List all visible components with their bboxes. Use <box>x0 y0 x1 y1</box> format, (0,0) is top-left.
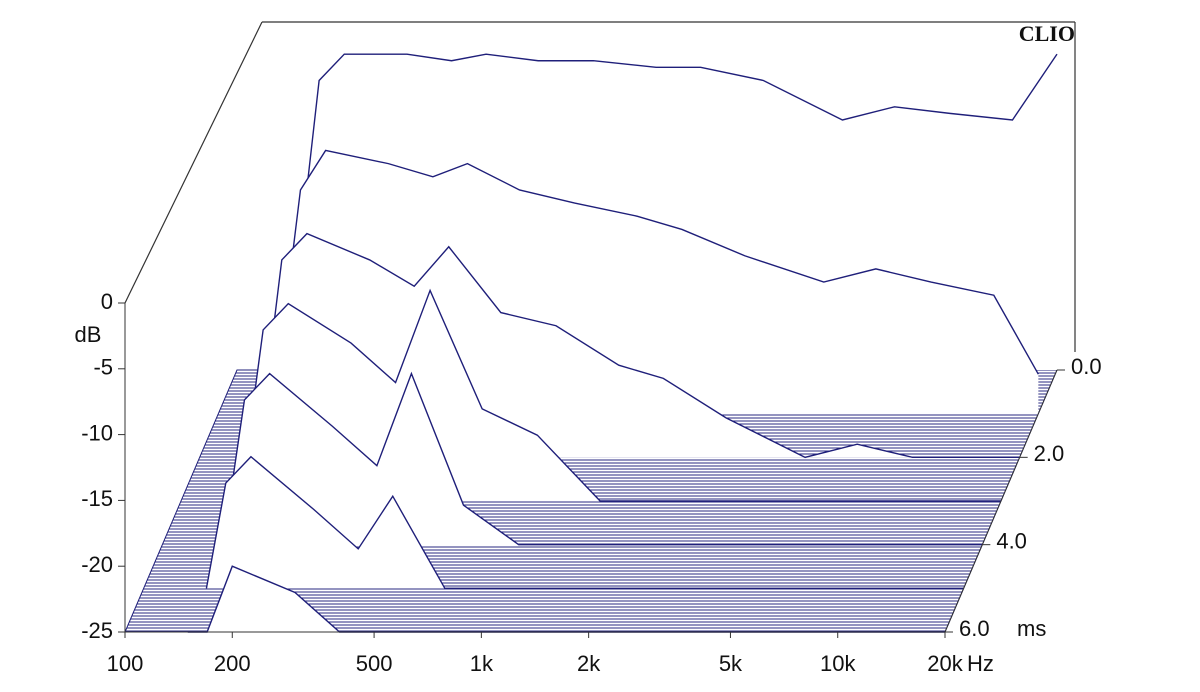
z-axis-label: ms <box>1017 616 1046 641</box>
x-tick-label: 200 <box>214 651 251 676</box>
x-tick-label: 10k <box>820 651 856 676</box>
x-tick-label: 20k <box>927 651 963 676</box>
x-tick-label: 500 <box>356 651 393 676</box>
slice-fill <box>206 456 964 589</box>
slice-line <box>224 371 983 546</box>
z-tick-label: 0.0 <box>1071 354 1102 379</box>
x-tick-label: 1k <box>470 651 494 676</box>
slice-line <box>243 288 1001 502</box>
slice-line <box>261 232 1020 459</box>
y-tick-label: -5 <box>93 355 113 380</box>
z-axis <box>944 369 1058 633</box>
slice-line <box>205 455 964 590</box>
y-tick-label: -15 <box>81 486 113 511</box>
slice-fill <box>225 373 983 545</box>
slice-line <box>280 149 1039 375</box>
watermark: CLIO <box>1019 21 1075 46</box>
y-axis-label: dB <box>75 322 102 347</box>
y-tick-label: -20 <box>81 552 113 577</box>
x-tick-label: 2k <box>577 651 601 676</box>
z-tick-label: 4.0 <box>996 528 1027 553</box>
plot-area <box>124 53 1058 633</box>
x-axis-label: Hz <box>967 651 994 676</box>
y-tick-label: -10 <box>81 420 113 445</box>
slice-fill <box>187 566 945 632</box>
y-tick-label: 0 <box>101 289 113 314</box>
x-tick-label: 100 <box>107 651 144 676</box>
z-tick-label: 2.0 <box>1034 441 1065 466</box>
x-tick-label: 5k <box>719 651 743 676</box>
y-tick-label: -25 <box>81 618 113 643</box>
frame-line <box>124 21 263 304</box>
z-tick-label: 6.0 <box>959 616 990 641</box>
slice-line <box>299 53 1058 252</box>
